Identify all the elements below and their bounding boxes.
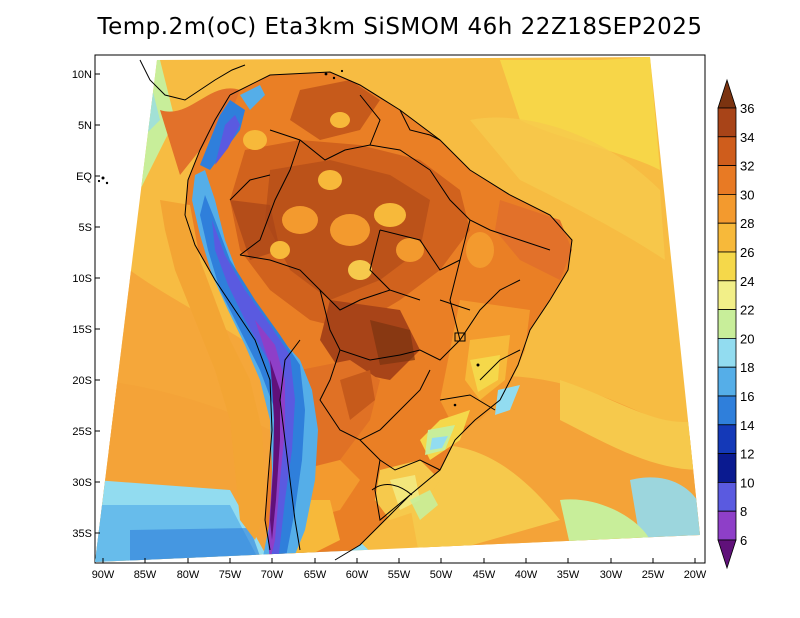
colorbar-swatch [717,395,737,426]
lon-label: 55W [388,569,411,581]
map-title: Temp.2m(oC) Eta3km SiSMOM 46h 22Z18SEP20… [97,14,703,40]
lon-label: 90W [92,569,115,581]
lat-label: 35S [72,528,92,540]
colorbar-label: 20 [740,331,754,346]
lon-label: 25W [642,569,665,581]
colorbar-swatch [717,453,737,483]
colorbar-swatch [717,337,737,368]
lon-label: 30W [600,569,623,581]
colorbar-swatch [717,251,737,282]
lon-label: 50W [430,569,453,581]
lon-label: 75W [219,569,242,581]
lat-label: EQ [76,171,92,183]
lat-label: 20S [72,375,92,387]
longitude-labels: 90W 85W 80W 75W 70W 65W 60W 55W 50W 45W … [92,569,707,581]
lat-label: 10N [72,69,92,81]
lon-label: 70W [261,569,284,581]
lat-label: 10S [72,273,92,285]
colorbar-swatch [717,481,737,512]
colorbar-label: 26 [740,245,754,260]
colorbar-label: 36 [740,101,754,116]
colorbar-label: 6 [740,533,747,548]
colorbar-label: 16 [740,389,754,404]
colorbar-label: 18 [740,360,754,375]
lon-label: 40W [515,569,538,581]
colorbar-swatch [717,107,737,138]
colorbar-label: 24 [740,274,754,289]
colorbar-swatch [717,165,737,195]
colorbar-label: 30 [740,187,754,202]
colorbar-swatch [717,309,737,339]
colorbar-swatch [717,280,737,310]
lon-label: 45W [473,569,496,581]
lon-label: 80W [177,569,200,581]
lon-label: 20W [684,569,707,581]
colorbar-label: 12 [740,447,754,462]
colorbar-swatch [717,510,737,541]
colorbar-swatch [717,193,737,224]
colorbar-label: 14 [740,418,754,433]
colorbar-swatch [717,424,737,454]
temperature-field [95,57,700,562]
lat-label: 15S [72,324,92,336]
lat-label: 30S [72,477,92,489]
lat-label: 5S [79,222,92,234]
colorbar: 36 34 32 30 28 26 24 22 20 18 16 14 12 10 8 6 [717,78,754,570]
colorbar-label: 22 [740,303,754,318]
colorbar-swatch [717,222,737,253]
colorbar-swatch [717,136,737,167]
lon-label: 85W [134,569,157,581]
colorbar-label: 8 [740,504,747,519]
colorbar-label: 10 [740,475,754,490]
islands [97,69,480,407]
axis-ticks [95,73,696,563]
colorbar-label: 34 [740,130,754,145]
colorbar-max-arrow [717,78,737,109]
colorbar-swatch [717,366,737,397]
latitude-labels: 10N 5N EQ 5S 10S 15S 20S 25S 30S 35S [72,69,93,540]
colorbar-label: 28 [740,216,754,231]
country-borders [139,59,573,561]
lat-label: 5N [78,120,92,132]
lon-label: 60W [346,569,369,581]
lat-label: 25S [72,426,92,438]
colorbar-min-arrow [717,539,737,570]
lon-label: 65W [304,569,327,581]
lon-label: 35W [557,569,580,581]
colorbar-label: 32 [740,159,754,174]
